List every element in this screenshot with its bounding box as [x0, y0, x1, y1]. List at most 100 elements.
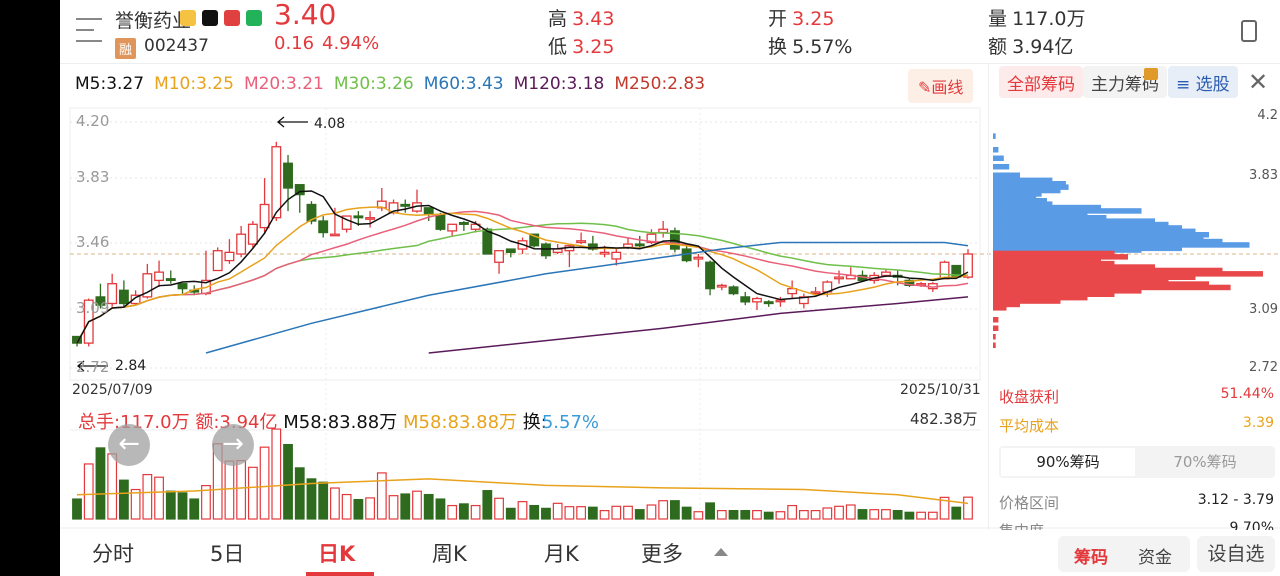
tab-period-5[interactable]: 更多	[641, 542, 683, 566]
profit-label: 收盘获利	[999, 388, 1060, 406]
price-range-value: 3.12 - 3.79	[1197, 492, 1274, 508]
candle	[177, 283, 188, 294]
chip-bar	[993, 235, 1204, 241]
candle-body	[775, 299, 786, 303]
tab-period-0[interactable]: 分时	[92, 542, 134, 566]
candle	[224, 239, 235, 264]
ma-legend-item: M30:3.26	[333, 74, 414, 94]
min-price-label: 2.84	[115, 358, 147, 374]
price-panel-border	[69, 107, 981, 381]
avg-cost-label: 平均成本	[999, 417, 1060, 435]
volume-bar	[810, 510, 821, 520]
volume-bar	[845, 504, 856, 520]
scroll-left-button[interactable]: ←	[108, 424, 150, 466]
add-watchlist-button[interactable]: 设自选	[1197, 536, 1275, 572]
candle-body	[611, 251, 622, 260]
tab-period-4[interactable]: 月K	[544, 542, 579, 566]
chip-bar	[993, 225, 1182, 231]
volume-bar	[470, 504, 481, 520]
profit-value: 51.44%	[1220, 386, 1274, 402]
chip-bar	[993, 218, 1155, 224]
chips-divider	[988, 64, 989, 530]
volume-bar	[482, 490, 493, 520]
ma5-line	[76, 190, 969, 344]
volume-bar	[599, 510, 610, 520]
more-arrow-icon[interactable]	[714, 548, 728, 556]
candle	[236, 225, 247, 258]
volume-bar	[541, 507, 551, 520]
draw-line-button[interactable]: ✎画线	[908, 69, 974, 103]
price-change: 0.16	[274, 33, 315, 54]
y-tick-label: 4.20	[76, 112, 110, 130]
volume-bar	[787, 504, 798, 520]
volume-bar	[154, 476, 164, 520]
volume-bar	[189, 498, 200, 520]
volume-bar	[798, 510, 809, 520]
volume-bar	[83, 463, 94, 520]
candle-body	[482, 228, 493, 255]
landscape-toggle-icon[interactable]	[1241, 20, 1257, 42]
candle	[447, 223, 458, 236]
volume-bar	[294, 467, 305, 520]
funds-button[interactable]: 资金	[1138, 548, 1172, 568]
candle-body	[423, 207, 434, 216]
volume-bar	[963, 496, 973, 520]
chip-y-tick: 2.72	[1249, 360, 1278, 375]
ma-legend-item: M60:3.43	[423, 74, 504, 94]
stock-picker-button[interactable]: ≡ 选股	[1168, 66, 1238, 98]
range-tabs: 90%筹码 70%筹码	[999, 446, 1275, 478]
volume-bar	[72, 498, 82, 520]
tab-70-chips[interactable]: 70%筹码	[1173, 453, 1237, 471]
active-tab-underline	[306, 572, 374, 576]
ma-legend: M5:3.27 M10:3.25 M20:3.21 M30:3.26 M60:3.43 M…	[75, 74, 715, 94]
scroll-right-button[interactable]: →	[212, 424, 254, 466]
candle	[505, 248, 516, 258]
volume-bar	[318, 481, 329, 520]
candle	[540, 242, 551, 259]
volume-bar	[306, 478, 317, 520]
lock-icon	[1144, 68, 1158, 80]
stat-amount: 额 3.94亿	[988, 36, 1074, 58]
margin-badge: 融	[115, 38, 137, 59]
chips-button[interactable]: 筹码	[1074, 548, 1108, 568]
volume-bar	[435, 498, 446, 520]
chip-bar	[993, 288, 1142, 294]
volume-bar	[576, 506, 587, 520]
ma-legend-item: M250:2.83	[614, 74, 706, 94]
stat-open: 开 3.25	[768, 8, 835, 30]
close-icon[interactable]: ✕	[1248, 68, 1269, 96]
candle-body	[236, 233, 247, 255]
concentration-row: 集中度 9.70%	[999, 520, 1274, 530]
candle-body	[247, 223, 258, 245]
chip-bar	[993, 184, 1069, 190]
volume-ma-line	[76, 478, 969, 505]
candle-body	[283, 162, 293, 189]
tab-90-chips[interactable]: 90%筹码	[1001, 448, 1135, 476]
candle-body	[224, 251, 235, 262]
wechat-icon	[246, 10, 262, 26]
volume-bar	[623, 505, 633, 520]
menu-icon[interactable]	[76, 18, 102, 42]
volume-bar	[271, 428, 282, 520]
candle	[705, 260, 716, 296]
chip-bar	[993, 264, 1155, 270]
app-badges	[180, 10, 262, 26]
candle-body	[834, 276, 844, 280]
volume-bar	[834, 505, 844, 520]
candle	[247, 221, 258, 248]
volume-bar	[529, 504, 540, 520]
candle-body	[118, 289, 129, 305]
tab-all-chips[interactable]: 全部筹码	[999, 66, 1083, 98]
candle	[154, 260, 165, 287]
volume-bar	[646, 504, 657, 520]
candle-body	[505, 248, 516, 254]
volume-bar	[916, 511, 927, 520]
tab-period-2[interactable]: 日K	[318, 542, 356, 566]
tab-period-1[interactable]: 5日	[210, 542, 245, 566]
candle-body	[939, 261, 950, 280]
y-tick-label: 3.46	[76, 233, 110, 251]
volume-bar	[107, 453, 118, 520]
volume-bar	[716, 510, 727, 520]
tab-period-3[interactable]: 周K	[432, 542, 467, 566]
